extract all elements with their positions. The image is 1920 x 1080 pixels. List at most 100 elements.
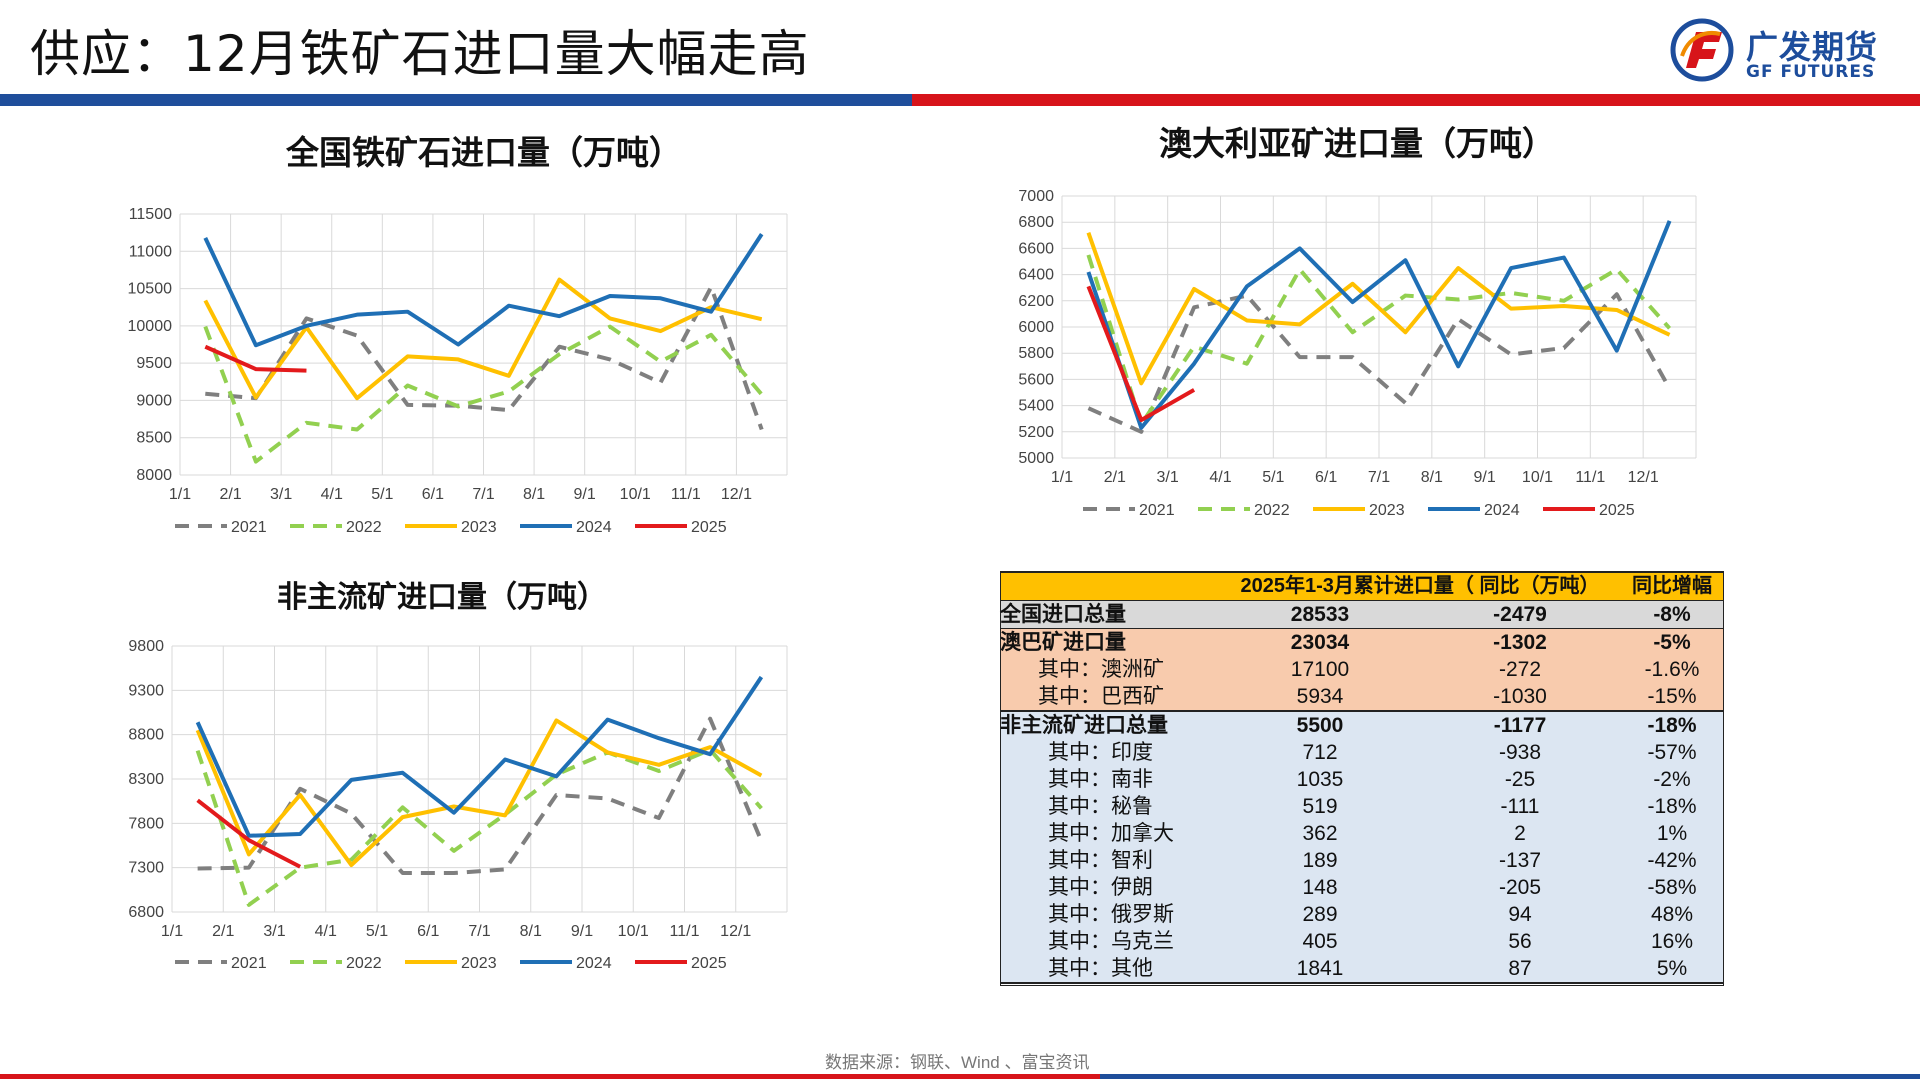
x-tick-label: 1/1 bbox=[161, 923, 183, 940]
legend-label-2025: 2025 bbox=[1599, 502, 1635, 519]
series-line-2022 bbox=[195, 747, 763, 907]
chart-title: 非主流矿进口量（万吨） bbox=[277, 580, 607, 615]
table-header-cumulative: 2025年1-3月累计进口量（ 同比（万吨） bbox=[1220, 571, 1620, 601]
table-cell-name: 其中：乌克兰 bbox=[1000, 928, 1220, 955]
x-tick-label: 5/1 bbox=[366, 923, 388, 940]
table-cell-yoy: 94 bbox=[1420, 901, 1620, 928]
table-cell-name: 其中：伊朗 bbox=[1000, 874, 1220, 901]
table-cell-cumulative: 17100 bbox=[1220, 656, 1420, 683]
table-row: 其中：俄罗斯 289 94 48% bbox=[1000, 901, 1724, 928]
y-tick-label: 8000 bbox=[136, 467, 172, 484]
page-title: 供应：12月铁矿石进口量大幅走高 bbox=[30, 25, 810, 83]
table-cell-yoy: -1030 bbox=[1420, 683, 1620, 712]
table-cell-cumulative: 28533 bbox=[1220, 600, 1420, 629]
legend-label-2023: 2023 bbox=[461, 955, 497, 972]
x-tick-label: 3/1 bbox=[1157, 469, 1179, 486]
table-cell-name: 其中：秘鲁 bbox=[1000, 793, 1220, 820]
x-tick-label: 12/1 bbox=[721, 486, 752, 503]
x-tick-label: 11/1 bbox=[1575, 469, 1605, 486]
table-row: 澳巴矿进口量 23034 -1302 -5% bbox=[1000, 628, 1724, 656]
data-source-note: 数据来源：钢联、Wind 、富宝资讯 bbox=[825, 1053, 1090, 1072]
y-tick-label: 11500 bbox=[129, 206, 172, 223]
x-tick-label: 2/1 bbox=[219, 486, 241, 503]
legend-label-2022: 2022 bbox=[346, 955, 382, 972]
table-cell-cumulative: 189 bbox=[1220, 847, 1420, 874]
footer-divider bbox=[0, 1074, 1920, 1079]
table-cell-cumulative: 712 bbox=[1220, 739, 1420, 766]
company-logo: 广发期货 GF FUTURES bbox=[1670, 16, 1910, 86]
table-cell-pct: -5% bbox=[1620, 628, 1724, 656]
x-tick-label: 2/1 bbox=[212, 923, 234, 940]
table-cell-pct: -1.6% bbox=[1620, 656, 1724, 683]
table-cell-pct: -18% bbox=[1620, 793, 1724, 820]
table-cell-name: 其中：其他 bbox=[1000, 955, 1220, 984]
table-cell-yoy: -2479 bbox=[1420, 600, 1620, 629]
chart-title: 全国铁矿石进口量（万吨） bbox=[285, 133, 682, 172]
series-line-2024 bbox=[203, 233, 764, 348]
table-header-pct: 同比增幅 bbox=[1620, 571, 1724, 601]
y-tick-label: 7000 bbox=[1018, 188, 1054, 205]
x-tick-label: 12/1 bbox=[720, 923, 751, 940]
table-row: 其中：智利 189 -137 -42% bbox=[1000, 847, 1724, 874]
footer-divider-blue bbox=[1100, 1074, 1920, 1079]
table-cell-yoy: 87 bbox=[1420, 955, 1620, 984]
y-tick-label: 9300 bbox=[128, 682, 164, 699]
table-cell-name: 其中：加拿大 bbox=[1000, 820, 1220, 847]
table-cell-name: 非主流矿进口总量 bbox=[1000, 711, 1220, 739]
x-tick-label: 7/1 bbox=[472, 486, 494, 503]
series-line-2025 bbox=[1086, 285, 1196, 423]
y-tick-label: 8500 bbox=[136, 430, 172, 447]
x-tick-label: 5/1 bbox=[1262, 469, 1284, 486]
x-tick-label: 3/1 bbox=[270, 486, 292, 503]
table-header-row: 2025年1-3月累计进口量（ 同比（万吨） 同比增幅 bbox=[1000, 571, 1724, 601]
y-tick-label: 6200 bbox=[1018, 293, 1054, 310]
legend-label-2024: 2024 bbox=[576, 955, 612, 972]
legend-label-2021: 2021 bbox=[231, 955, 267, 972]
x-tick-label: 10/1 bbox=[1522, 469, 1553, 486]
legend-label-2022: 2022 bbox=[1254, 502, 1290, 519]
table-header-name bbox=[1000, 571, 1220, 601]
table-cell-pct: -57% bbox=[1620, 739, 1724, 766]
australia-import-chart: 澳大利亚矿进口量（万吨） 5000 5200 5400 5600 5800 6000 6200… bbox=[1018, 124, 1697, 519]
y-tick-label: 6800 bbox=[1018, 214, 1054, 231]
table-cell-yoy: 2 bbox=[1420, 820, 1620, 847]
table-cell-pct: -2% bbox=[1620, 766, 1724, 793]
table-cell-name: 其中：印度 bbox=[1000, 739, 1220, 766]
table-cell-cumulative: 148 bbox=[1220, 874, 1420, 901]
x-tick-label: 7/1 bbox=[468, 923, 490, 940]
table-cell-pct: -8% bbox=[1620, 600, 1724, 629]
series-line-2023 bbox=[1086, 232, 1671, 386]
series-line-2024 bbox=[195, 675, 764, 838]
x-tick-label: 1/1 bbox=[1051, 469, 1073, 486]
table-cell-cumulative: 519 bbox=[1220, 793, 1420, 820]
y-tick-label: 9500 bbox=[136, 355, 172, 372]
table-cell-pct: -18% bbox=[1620, 711, 1724, 739]
legend-label-2022: 2022 bbox=[346, 519, 382, 536]
table-cell-yoy: -1177 bbox=[1420, 711, 1620, 739]
table-cell-cumulative: 5934 bbox=[1220, 683, 1420, 712]
table-row: 其中：伊朗 148 -205 -58% bbox=[1000, 874, 1724, 901]
table-cell-cumulative: 5500 bbox=[1220, 711, 1420, 739]
legend-label-2021: 2021 bbox=[231, 519, 267, 536]
y-tick-label: 6800 bbox=[128, 904, 164, 921]
y-tick-label: 6600 bbox=[1018, 240, 1054, 257]
table-cell-cumulative: 362 bbox=[1220, 820, 1420, 847]
x-tick-label: 6/1 bbox=[1315, 469, 1337, 486]
x-tick-label: 4/1 bbox=[315, 923, 337, 940]
table-cell-name: 其中：智利 bbox=[1000, 847, 1220, 874]
legend-label-2024: 2024 bbox=[576, 519, 612, 536]
table-cell-pct: -42% bbox=[1620, 847, 1724, 874]
y-tick-label: 6000 bbox=[1018, 319, 1054, 336]
x-tick-label: 11/1 bbox=[670, 923, 700, 940]
y-tick-label: 5000 bbox=[1018, 450, 1054, 467]
x-tick-label: 5/1 bbox=[371, 486, 393, 503]
table-row: 其中：南非 1035 -25 -2% bbox=[1000, 766, 1724, 793]
legend-label-2025: 2025 bbox=[691, 519, 727, 536]
x-tick-label: 9/1 bbox=[571, 923, 593, 940]
table-cell-name: 澳巴矿进口量 bbox=[1000, 628, 1220, 656]
table-cell-pct: -15% bbox=[1620, 683, 1724, 712]
table-cell-pct: 5% bbox=[1620, 955, 1724, 984]
y-tick-label: 7800 bbox=[128, 815, 164, 832]
series-line-2021 bbox=[197, 716, 764, 875]
legend-label-2025: 2025 bbox=[691, 955, 727, 972]
